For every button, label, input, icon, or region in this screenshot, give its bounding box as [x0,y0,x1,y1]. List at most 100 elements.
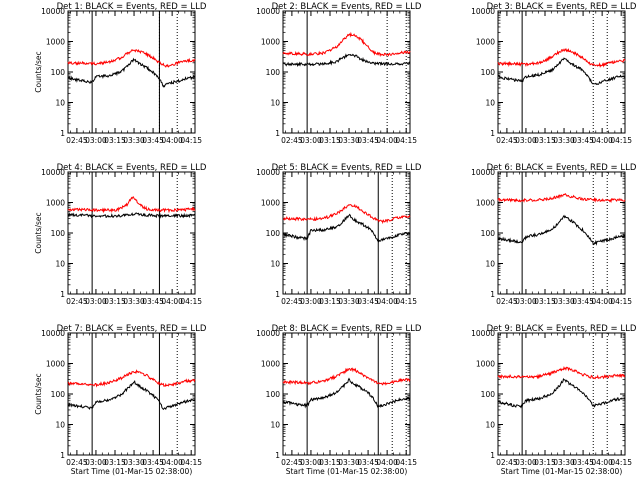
x-tick-label: 03:00 [300,136,322,145]
y-tick-label: 1 [60,290,65,299]
x-tick-label: 03:45 [142,297,164,306]
detector-chart-2: Det 2: BLACK = Events, RED = LLD 1 10 100 10… [256,2,422,145]
lld-series-line [67,49,196,68]
lld-series-line [497,193,626,204]
chart-title: Det 5: BLACK = Events, RED = LLD [272,163,422,173]
y-tick-label: 1000 [46,360,65,369]
y-tick-label: 1 [275,451,280,460]
detector-chart-8: Det 8: BLACK = Events, RED = LLD 1 10 100 10… [256,324,422,476]
y-tick-label: 1 [275,129,280,138]
x-tick-label: 02:45 [281,297,303,306]
x-tick-label: 03:45 [572,297,594,306]
x-tick-label: 02:45 [496,458,518,467]
y-tick-label: 100 [51,68,66,77]
y-tick-label: 10 [485,421,495,430]
y-tick-label: 100 [51,390,66,399]
x-tick-label: 03:00 [515,136,537,145]
x-tick-label: 03:15 [104,297,126,306]
y-tick-label: 1000 [476,38,495,47]
plot-frame [282,332,411,456]
x-tick-label: 03:15 [534,297,556,306]
x-tick-label: 03:00 [85,136,107,145]
y-axis-label: Counts/sec [34,51,43,92]
y-tick-label: 100 [51,229,66,238]
plot-frame [282,171,411,295]
x-tick-label: 03:15 [319,136,341,145]
y-tick-label: 100 [266,229,281,238]
y-tick-label: 10 [270,421,280,430]
events-series-line [282,53,411,68]
events-series-line [282,377,411,409]
x-tick-label: 03:00 [515,297,537,306]
detector-chart-4: Det 4: BLACK = Events, RED = LLD 1 10 100 10… [34,163,207,306]
x-tick-label: 02:45 [281,458,303,467]
lld-series-line [497,47,626,68]
x-axis-label: Start Time (01-Mar-15 02:38:00) [71,467,193,476]
events-series-line [67,212,196,219]
x-tick-label: 03:45 [572,136,594,145]
x-tick-label: 03:45 [357,297,379,306]
plot-frame [67,332,196,456]
y-tick-label: 1000 [46,38,65,47]
x-tick-label: 03:30 [553,458,575,467]
x-tick-label: 04:15 [395,136,417,145]
chart-title: Det 2: BLACK = Events, RED = LLD [272,2,422,12]
y-tick-label: 1000 [46,199,65,208]
y-tick-label: 100 [481,390,496,399]
y-tick-label: 1 [275,290,280,299]
x-tick-label: 04:15 [610,136,632,145]
y-axis-label: Counts/sec [34,212,43,253]
y-tick-label: 10 [485,99,495,108]
y-tick-label: 10000 [256,168,280,177]
x-tick-label: 03:30 [338,458,360,467]
x-tick-label: 03:30 [553,136,575,145]
x-tick-label: 04:00 [161,458,183,467]
x-tick-label: 03:00 [300,297,322,306]
chart-title: Det 6: BLACK = Events, RED = LLD [487,163,637,173]
x-tick-label: 03:30 [123,458,145,467]
chart-title: Det 8: BLACK = Events, RED = LLD [272,324,422,334]
y-tick-label: 1 [60,451,65,460]
lld-series-line [497,365,626,380]
x-tick-label: 04:00 [376,297,398,306]
y-tick-label: 1 [490,451,495,460]
y-tick-label: 10000 [41,329,65,338]
x-tick-label: 02:45 [496,297,518,306]
x-tick-label: 04:15 [610,297,632,306]
plot-frame [497,171,626,295]
chart-title: Det 9: BLACK = Events, RED = LLD [487,324,637,334]
plot-frame [67,10,196,134]
y-tick-label: 10000 [256,7,280,16]
x-tick-label: 04:15 [180,136,202,145]
y-tick-label: 1 [490,129,495,138]
x-tick-label: 04:00 [591,297,613,306]
detector-chart-9: Det 9: BLACK = Events, RED = LLD 1 10 100 10… [471,324,637,476]
x-tick-label: 04:00 [376,136,398,145]
y-tick-label: 1000 [261,38,280,47]
y-tick-label: 10 [55,99,65,108]
x-tick-label: 02:45 [66,136,88,145]
y-tick-label: 10000 [471,168,495,177]
x-axis-label: Start Time (01-Mar-15 02:38:00) [286,467,408,476]
y-tick-label: 10 [55,421,65,430]
events-series-line [497,214,626,246]
x-tick-label: 04:15 [395,458,417,467]
x-tick-label: 02:45 [281,136,303,145]
x-tick-label: 03:15 [534,136,556,145]
plot-frame [282,10,411,134]
x-tick-label: 02:45 [66,458,88,467]
y-tick-label: 1 [490,290,495,299]
detector-chart-7: Det 7: BLACK = Events, RED = LLD 1 10 100 10… [34,324,207,476]
y-tick-label: 10000 [41,168,65,177]
x-tick-label: 03:45 [142,136,164,145]
y-tick-label: 1000 [261,360,280,369]
detector-chart-5: Det 5: BLACK = Events, RED = LLD 1 10 100 10… [256,163,422,306]
y-tick-label: 100 [481,229,496,238]
x-tick-label: 04:00 [591,458,613,467]
lld-series-line [67,196,196,214]
plot-frame [497,10,626,134]
x-tick-label: 02:45 [66,297,88,306]
events-series-line [282,213,411,243]
x-tick-label: 03:15 [104,136,126,145]
